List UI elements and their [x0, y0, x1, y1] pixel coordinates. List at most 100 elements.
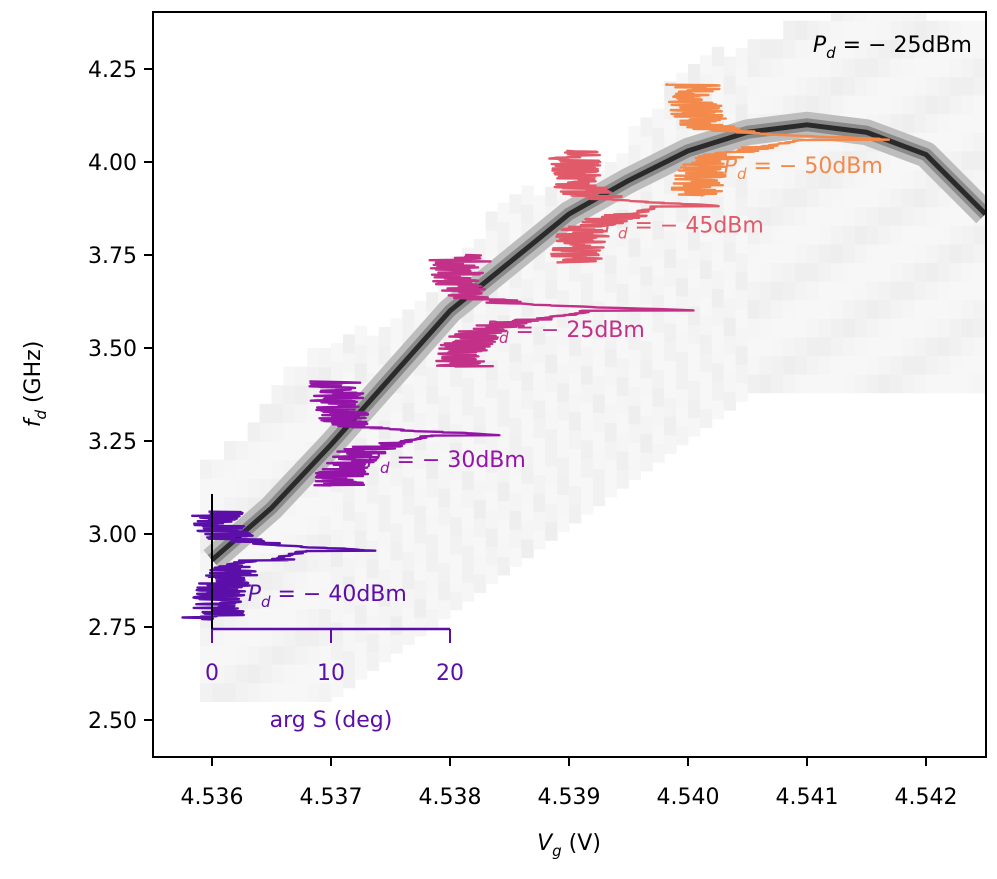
heatmap-cell	[438, 450, 451, 471]
heatmap-cell	[937, 76, 951, 96]
heatmap-cell	[973, 39, 986, 59]
heatmap-cell	[235, 664, 249, 684]
heatmap-cell	[961, 262, 975, 282]
heatmap-cell	[212, 664, 225, 684]
heatmap-cell	[878, 150, 891, 171]
heatmap-cell	[283, 385, 296, 405]
heatmap-cell	[212, 627, 225, 647]
heatmap-cell	[616, 432, 629, 452]
heatmap-cell	[200, 645, 213, 665]
heatmap-cell	[378, 587, 391, 607]
heatmap-cell	[878, 318, 891, 338]
heatmap-cell	[604, 403, 618, 423]
heatmap-cell	[592, 282, 606, 302]
heatmap-cell	[545, 391, 558, 411]
heatmap-cell	[283, 422, 296, 442]
heatmap-cell	[818, 374, 832, 394]
heatmap-cell	[914, 169, 927, 189]
heatmap-cell	[688, 324, 701, 344]
heatmap-cell	[878, 188, 891, 208]
heatmap-cell	[545, 186, 558, 206]
heatmap-cell	[914, 281, 927, 301]
heatmap-cell	[926, 206, 939, 226]
heatmap-cell	[747, 188, 760, 208]
heatmap-cell	[307, 403, 320, 423]
heatmap-cell	[473, 369, 487, 389]
heatmap-cell	[521, 371, 534, 391]
heatmap-cell	[759, 76, 772, 96]
heatmap-cell	[818, 57, 832, 78]
heatmap-cell	[497, 407, 510, 427]
heatmap-cell	[545, 298, 558, 318]
heatmap-cell	[985, 355, 986, 375]
heatmap-cell	[735, 308, 748, 328]
heatmap-cell	[937, 243, 951, 264]
heatmap-cell	[604, 273, 618, 293]
heatmap-cell	[795, 39, 808, 59]
heatmap-cell	[521, 297, 534, 317]
heatmap-cell	[830, 188, 844, 208]
heatmap-cell	[902, 355, 915, 375]
heatmap-cell	[307, 608, 320, 628]
heatmap-cell	[973, 318, 986, 338]
heatmap-cell	[664, 118, 677, 138]
heatmap-cell	[818, 318, 832, 338]
inset-tick-label: 0	[205, 661, 219, 686]
phase-traces	[181, 82, 890, 621]
heatmap-cell	[723, 93, 737, 113]
heatmap-cell	[390, 392, 403, 412]
heatmap-cell	[664, 434, 677, 454]
heatmap-cell	[461, 470, 475, 490]
heatmap-cell	[569, 448, 582, 468]
heatmap-cell	[807, 299, 820, 319]
heatmap-cell	[688, 305, 701, 326]
heatmap-cell	[926, 355, 939, 375]
heatmap-cell	[592, 468, 606, 488]
heatmap-cell	[271, 385, 284, 405]
heatmap-cell	[378, 475, 391, 495]
heatmap-cell	[438, 525, 451, 545]
heatmap-cell	[854, 281, 867, 301]
heatmap-cell	[830, 262, 844, 282]
heatmap-cell	[414, 561, 427, 581]
heatmap-cell	[426, 478, 439, 498]
heatmap-cell	[331, 603, 344, 623]
heatmap-cell	[830, 150, 844, 171]
heatmap-cell	[616, 413, 629, 433]
heatmap-cell	[854, 299, 867, 319]
heatmap-cell	[628, 256, 641, 276]
heatmap-cell	[402, 495, 415, 515]
heatmap-cell	[521, 334, 534, 354]
heatmap-cell	[271, 589, 284, 609]
heatmap-cell	[342, 483, 356, 503]
heatmap-cell	[985, 206, 986, 226]
heatmap-cell	[735, 364, 748, 384]
heatmap-cell	[426, 385, 439, 405]
heatmap-cell	[402, 383, 415, 404]
heatmap-cell	[342, 334, 356, 354]
heatmap-cell	[914, 57, 927, 78]
heatmap-cell	[961, 374, 975, 394]
heatmap-cell	[319, 664, 332, 684]
heatmap-cell	[604, 236, 618, 256]
heatmap-cell	[592, 338, 606, 358]
heatmap-cell	[854, 374, 867, 394]
heatmap-cell	[723, 354, 737, 374]
heatmap-cell	[509, 212, 522, 233]
heatmap-cell	[747, 281, 760, 301]
heatmap-cell	[604, 385, 618, 405]
heatmap-cell	[961, 281, 975, 301]
heatmap-cell	[259, 589, 272, 609]
heatmap-cell	[926, 57, 939, 78]
heatmap-cell	[390, 615, 403, 636]
heatmap-cell	[783, 243, 796, 264]
heatmap-cell	[985, 262, 986, 282]
heatmap-cell	[319, 608, 332, 628]
heatmap-cell	[926, 39, 939, 59]
heatmap-cell	[830, 39, 844, 59]
heatmap-cell	[890, 20, 903, 40]
heatmap-cell	[271, 627, 284, 647]
heatmap-cell	[497, 221, 510, 241]
heatmap-cell	[521, 520, 534, 540]
heatmap-cell	[414, 393, 427, 414]
